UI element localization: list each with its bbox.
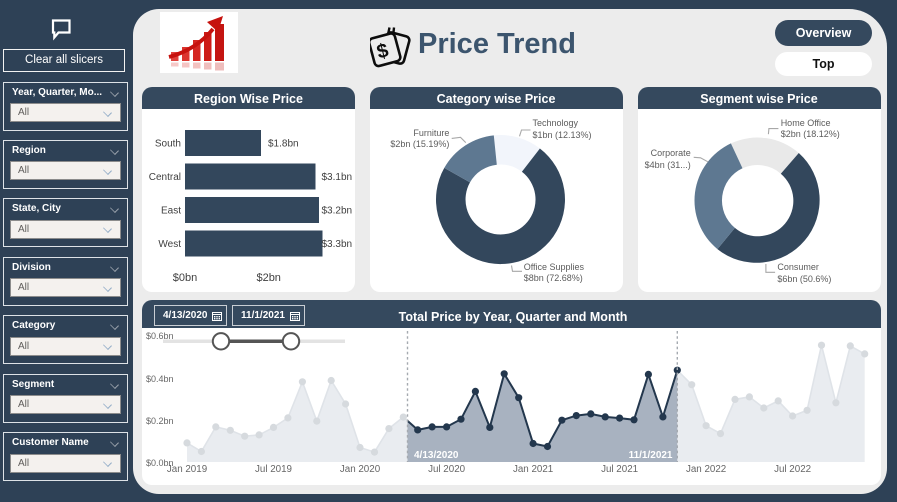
- svg-text:4/13/2020: 4/13/2020: [414, 450, 459, 461]
- svg-text:$0bn: $0bn: [173, 272, 197, 284]
- svg-text:$3.3bn: $3.3bn: [322, 239, 353, 250]
- svg-text:Central: Central: [149, 172, 181, 183]
- svg-text:11/1/2021: 11/1/2021: [629, 450, 673, 461]
- svg-text:South: South: [155, 139, 181, 150]
- svg-text:$3.2bn: $3.2bn: [322, 206, 353, 217]
- svg-text:$2bn: $2bn: [256, 272, 280, 284]
- svg-text:$3.1bn: $3.1bn: [322, 172, 353, 183]
- svg-text:$: $: [375, 40, 391, 64]
- svg-text:West: West: [158, 239, 181, 250]
- svg-text:East: East: [161, 206, 181, 217]
- svg-text:$1.8bn: $1.8bn: [268, 139, 299, 150]
